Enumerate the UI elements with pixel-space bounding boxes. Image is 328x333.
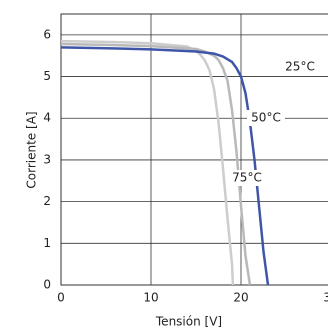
y-tick-label: 5 (43, 69, 51, 83)
series-label: 50°C (251, 111, 281, 125)
y-axis-label: Corriente [A] (25, 111, 39, 188)
x-tick-label: 10 (143, 291, 158, 305)
x-tick-label: 20 (233, 291, 248, 305)
y-tick-label: 2 (43, 194, 51, 208)
series-label: 25°C (285, 60, 315, 74)
y-tick-label: 1 (43, 236, 51, 250)
x-axis-label: Tensión [V] (155, 315, 222, 329)
x-tick-label: 0 (57, 291, 65, 305)
y-tick-label: 4 (43, 111, 51, 125)
plot-frame (60, 13, 328, 286)
y-tick-label: 3 (43, 152, 51, 166)
line-series (60, 46, 270, 286)
y-tick-label: 6 (43, 27, 51, 41)
x-tick-label: 30 (323, 291, 328, 305)
line-series (60, 42, 252, 286)
y-tick-label: 0 (43, 278, 51, 292)
line-series (60, 39, 235, 286)
series-label: 75°C (232, 171, 262, 185)
label-background (281, 59, 319, 75)
label-background (228, 170, 266, 186)
label-background (247, 110, 285, 126)
